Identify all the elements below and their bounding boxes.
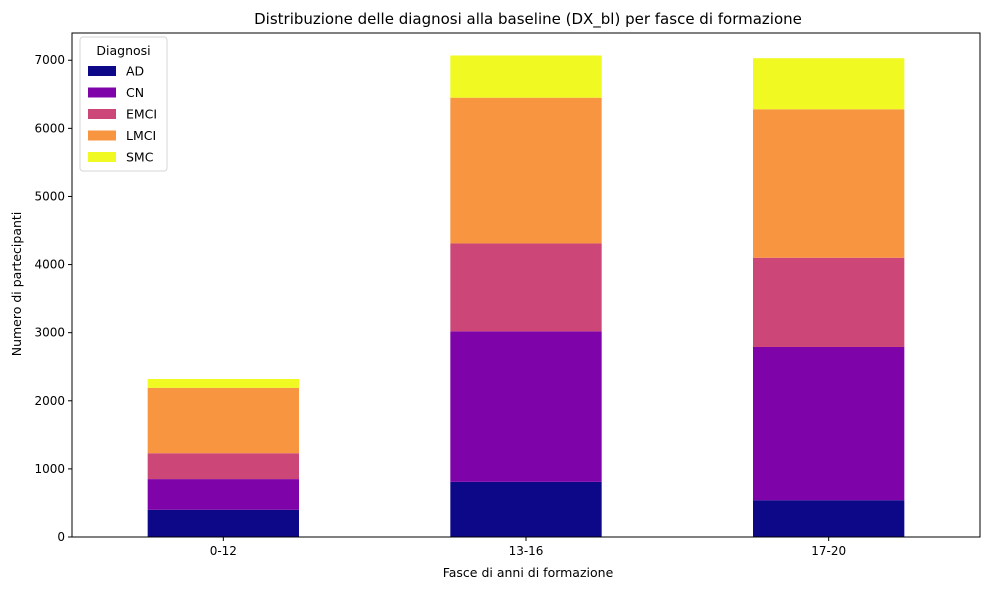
- chart-title: Distribuzione delle diagnosi alla baseli…: [254, 10, 802, 29]
- bar-cn-17-20: [753, 346, 905, 501]
- y-axis-label: Numero di partecipanti: [9, 212, 24, 357]
- bar-smc-13-16: [450, 55, 602, 98]
- legend-swatch-ad: [88, 66, 116, 76]
- x-tick-label: 13-16: [509, 544, 544, 558]
- x-tick-label: 0-12: [210, 544, 237, 558]
- legend-label-cn: CN: [126, 85, 144, 100]
- bar-emci-0-12: [147, 453, 299, 480]
- legend-swatch-emci: [88, 109, 116, 119]
- y-tick-label: 3000: [34, 326, 65, 340]
- bar-smc-17-20: [753, 58, 905, 110]
- bar-emci-17-20: [753, 257, 905, 347]
- bar-lmci-0-12: [147, 387, 299, 454]
- bar-cn-13-16: [450, 331, 602, 482]
- legend: Diagnosi AD CN EMCI LMCI SMC: [79, 36, 168, 172]
- bar-lmci-17-20: [753, 109, 905, 258]
- legend-label-ad: AD: [126, 64, 144, 79]
- legend-label-smc: SMC: [126, 150, 154, 165]
- legend-swatch-lmci: [88, 130, 116, 141]
- legend-swatch-smc: [88, 152, 116, 162]
- bar-ad-0-12: [147, 509, 299, 537]
- bar-cn-0-12: [147, 479, 299, 510]
- bar-ad-17-20: [753, 500, 905, 537]
- legend-label-emci: EMCI: [126, 107, 157, 122]
- y-tick-label: 2000: [34, 394, 65, 408]
- y-tick-label: 7000: [34, 53, 65, 67]
- bar-lmci-13-16: [450, 97, 602, 244]
- bar-ad-13-16: [450, 481, 602, 537]
- x-axis-label: Fasce di anni di formazione: [443, 565, 614, 580]
- y-tick-label: 6000: [34, 121, 65, 135]
- y-tick-label: 0: [57, 530, 65, 544]
- legend-title: Diagnosi: [96, 43, 150, 58]
- x-tick-label: 17-20: [811, 544, 846, 558]
- y-tick-label: 5000: [34, 189, 65, 203]
- bar-emci-13-16: [450, 243, 602, 332]
- legend-items: AD CN EMCI LMCI SMC: [88, 64, 157, 165]
- bar-smc-0-12: [147, 378, 299, 388]
- y-tick-label: 1000: [34, 462, 65, 476]
- y-tick-label: 4000: [34, 258, 65, 272]
- legend-swatch-cn: [88, 87, 116, 98]
- legend-label-lmci: LMCI: [126, 128, 156, 143]
- plot-area: 0 1000 2000 3000 4000 5000 6000 7000 0-12 13-16 17…: [34, 32, 981, 558]
